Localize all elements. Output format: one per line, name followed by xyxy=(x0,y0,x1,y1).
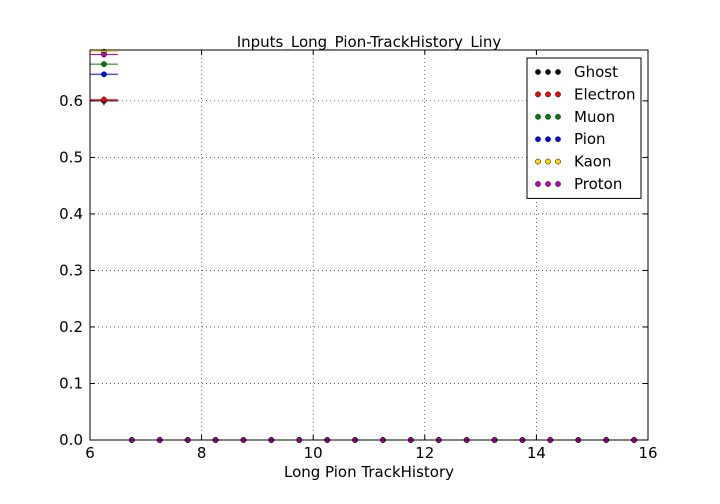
x-tick-label: 12 xyxy=(415,444,434,462)
legend-box xyxy=(526,57,642,199)
y-tick-label: 0.1 xyxy=(59,374,83,392)
data-point xyxy=(101,96,107,103)
y-tick-label: 0.2 xyxy=(59,318,83,336)
legend-marker xyxy=(555,91,561,98)
legend-marker xyxy=(555,69,561,75)
legend-marker xyxy=(545,69,551,75)
legend-label: Electron xyxy=(574,85,636,103)
x-tick-label: 8 xyxy=(197,444,207,462)
y-tick-label: 0.4 xyxy=(59,205,83,223)
legend-marker xyxy=(535,113,541,120)
legend: Ghost Electron Muon Pion Kaon Proton xyxy=(526,57,642,199)
legend-marker xyxy=(545,91,551,98)
legend-marker xyxy=(545,181,551,187)
y-tick-label: 0.0 xyxy=(59,431,83,449)
legend-marker xyxy=(535,69,541,75)
legend-marker xyxy=(545,158,551,165)
legend-label: Ghost xyxy=(574,63,618,81)
x-tick-label: 6 xyxy=(85,444,95,462)
legend-marker xyxy=(555,113,561,120)
data-point xyxy=(101,61,107,67)
x-tick-label: 16 xyxy=(638,444,657,462)
legend-marker xyxy=(535,91,541,98)
data-point xyxy=(101,71,107,78)
legend-marker xyxy=(555,158,561,165)
x-tick-label: 10 xyxy=(304,444,323,462)
plot-frame xyxy=(89,49,649,441)
y-tick-label: 0.5 xyxy=(59,148,83,166)
legend-marker xyxy=(545,136,551,143)
legend-label: Muon xyxy=(574,108,615,126)
legend-marker xyxy=(545,113,551,120)
y-tick-label: 0.3 xyxy=(59,261,83,279)
legend-marker xyxy=(555,181,561,187)
y-tick-label: 0.6 xyxy=(59,92,83,110)
data-point xyxy=(101,51,107,58)
legend-marker xyxy=(555,136,561,143)
legend-marker xyxy=(535,181,541,187)
legend-marker xyxy=(535,136,541,143)
legend-marker xyxy=(535,158,541,165)
chart-title: Inputs_Long_Pion-TrackHistory_Liny xyxy=(237,33,502,52)
x-axis-label: Long Pion TrackHistory xyxy=(284,463,454,481)
legend-label: Proton xyxy=(574,175,622,193)
x-tick-label: 14 xyxy=(527,444,546,462)
legend-label: Kaon xyxy=(574,153,611,171)
legend-label: Pion xyxy=(574,130,606,148)
ticks-layer: 6 8 10 12 14 16 0.0 0.1 0.2 0.3 0.4 0.5 0.6 xyxy=(59,50,658,462)
